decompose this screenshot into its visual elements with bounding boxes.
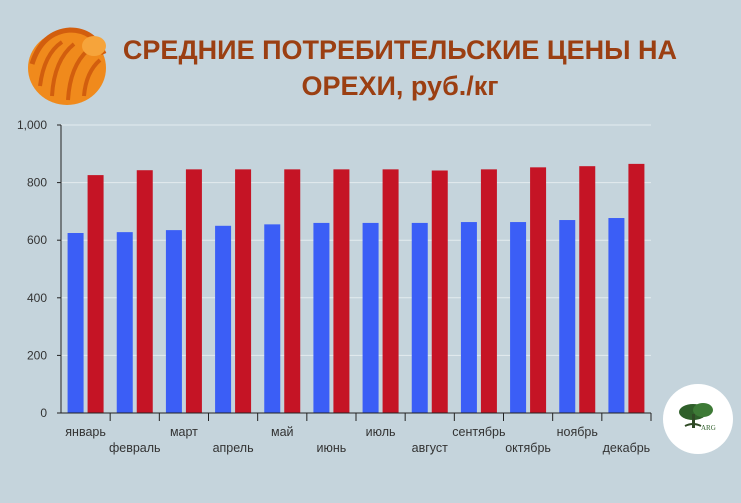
bar-series-1-апрель	[215, 225, 232, 413]
bar-series-2-декабрь	[628, 163, 645, 413]
x-category-label: декабрь	[603, 441, 651, 455]
bar-series-1-сентябрь	[460, 222, 477, 413]
bar-series-1-ноябрь	[559, 220, 576, 413]
bar-series-2-июль	[382, 169, 399, 413]
bar-series-1-январь	[67, 233, 84, 413]
y-tick-label: 200	[27, 348, 47, 362]
x-category-label: сентябрь	[452, 425, 505, 439]
bar-series-1-декабрь	[608, 218, 625, 413]
y-tick-labels: 0 200 400 600 800 1,000	[17, 118, 61, 420]
bar-series-2-ноябрь	[579, 166, 596, 413]
gridlines	[61, 124, 651, 356]
bar-series-1-июль	[362, 222, 379, 413]
badge-text: ARG	[701, 424, 716, 432]
chart-title-line-2: ОРЕХИ, руб./кг	[301, 71, 499, 101]
bar-series-2-май	[284, 169, 301, 413]
x-category-label: апрель	[213, 441, 254, 455]
x-category-label: январь	[65, 425, 106, 439]
y-tick-label: 1,000	[17, 118, 47, 132]
brand-badge: ARG	[663, 384, 733, 454]
x-category-label: ноябрь	[557, 425, 598, 439]
y-tick-label: 0	[40, 406, 47, 420]
bar-series-1-октябрь	[510, 222, 527, 413]
bar-series-2-октябрь	[530, 167, 547, 413]
x-category-label: март	[170, 425, 198, 439]
bar-series-1-февраль	[116, 232, 133, 413]
y-tick-label: 400	[27, 291, 47, 305]
bar-series-1-май	[264, 224, 281, 413]
bar-series-2-январь	[87, 175, 104, 413]
bar-series-1-август	[411, 222, 428, 413]
bar-series-2-август	[431, 170, 448, 413]
bar-series-2-сентябрь	[480, 169, 497, 413]
bar-series-2-март	[185, 169, 202, 413]
bar-series-1-июнь	[313, 222, 330, 413]
chart-title-line-1: СРЕДНИЕ ПОТРЕБИТЕЛЬСКИЕ ЦЕНЫ НА	[122, 35, 678, 65]
x-category-label: февраль	[109, 441, 161, 455]
bar-series-2-февраль	[136, 170, 153, 413]
bar-series-2-июнь	[333, 169, 350, 413]
tree-icon: ARG	[679, 403, 716, 432]
bar-series-1-март	[165, 230, 182, 413]
x-ticks	[109, 413, 652, 421]
bar-series-2-апрель	[235, 169, 252, 413]
x-category-label: август	[412, 441, 449, 455]
x-category-label: июнь	[317, 441, 347, 455]
x-category-label: июль	[366, 425, 396, 439]
y-tick-label: 800	[27, 176, 47, 190]
x-category-label: октябрь	[505, 441, 551, 455]
bars	[67, 163, 645, 413]
x-category-label: май	[271, 425, 294, 439]
y-tick-label: 600	[27, 233, 47, 247]
chart-title: СРЕДНИЕ ПОТРЕБИТЕЛЬСКИЕ ЦЕНЫ НА ОРЕХИ, р…	[100, 32, 700, 104]
hazelnut-icon	[28, 27, 107, 105]
